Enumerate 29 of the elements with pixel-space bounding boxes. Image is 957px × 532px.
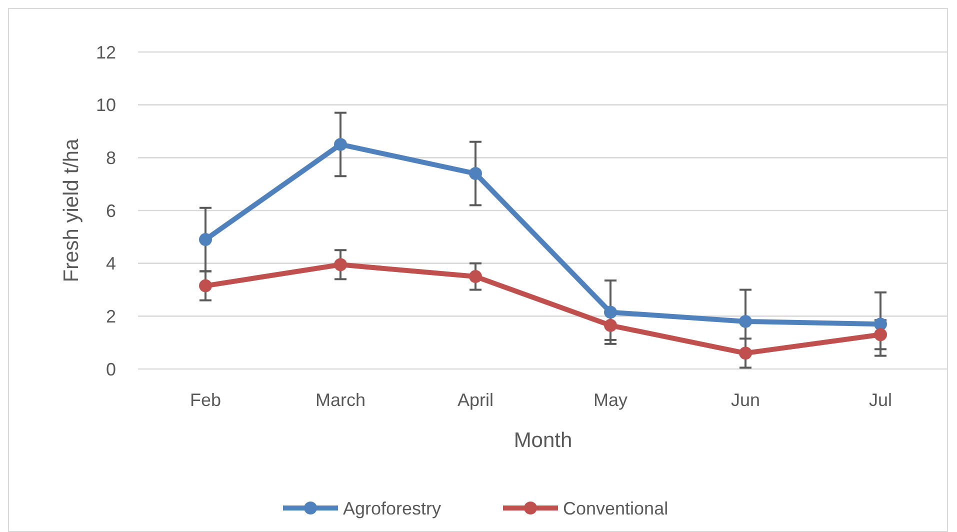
legend-label: Conventional [563, 498, 668, 518]
legend-label: Agroforestry [343, 498, 442, 518]
x-tick-label: April [457, 390, 494, 410]
x-tick-label: May [593, 390, 628, 410]
point [739, 314, 752, 328]
point [334, 258, 347, 272]
x-tick-label: Jun [730, 390, 760, 410]
point [739, 346, 752, 360]
y-tick-label: 2 [106, 306, 116, 326]
point [199, 279, 212, 292]
point [199, 233, 212, 246]
point [604, 318, 617, 332]
point [874, 318, 887, 331]
y-tick-label: 12 [96, 42, 116, 62]
point [469, 270, 482, 284]
x-tick-label: Jul [868, 390, 892, 410]
y-tick-label: 0 [106, 359, 116, 380]
y-tick-label: 6 [106, 200, 116, 221]
y-tick-label: 4 [106, 254, 116, 274]
x-axis-title: Month [514, 429, 572, 452]
point [604, 306, 617, 319]
point [874, 328, 887, 342]
y-tick-label: 10 [96, 95, 116, 116]
x-tick-label: Feb [190, 390, 222, 410]
point [334, 138, 347, 151]
x-tick-label: March [315, 390, 366, 410]
y-axis-title: Fresh yield t/ha [60, 138, 83, 282]
point [469, 167, 482, 180]
y-tick-label: 8 [106, 148, 116, 168]
